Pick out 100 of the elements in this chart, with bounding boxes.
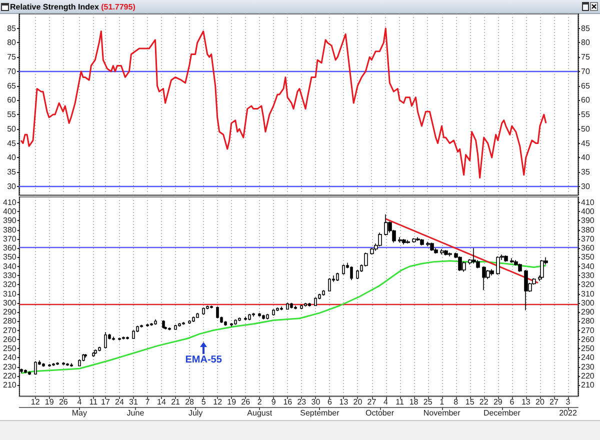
x-tick-label: 4: [77, 398, 82, 406]
x2-tick-label: 2022: [559, 408, 578, 418]
y-tick-label: 230: [2, 362, 17, 372]
y2-tick-label: 370: [581, 234, 595, 244]
y-tick-label: 60: [7, 96, 17, 105]
y-tick-label: 400: [2, 207, 17, 216]
y2-tick-label: 290: [581, 308, 595, 317]
x2-tick-label: May: [72, 408, 87, 418]
y2-tick-label: 340: [581, 262, 595, 271]
x2-tick-label: September: [300, 408, 340, 418]
y-tick-label: 65: [7, 81, 17, 90]
x-tick-label: 12: [213, 398, 223, 406]
x-tick-label: 27: [367, 398, 377, 406]
x-tick-label: 30: [311, 398, 321, 406]
y2-tick-label: 260: [581, 334, 595, 344]
x-tick-label: 8: [454, 398, 459, 406]
x2-tick-label: November: [423, 408, 461, 418]
x-tick-label: 19: [227, 398, 237, 406]
y-tick-label: 290: [2, 308, 17, 317]
y2-tick-label: 70: [581, 66, 590, 76]
y-tick-label: 390: [2, 216, 17, 226]
y-tick-label: 30: [7, 182, 17, 191]
y2-tick-label: 390: [581, 216, 595, 226]
x-tick-label: 13: [339, 398, 349, 406]
x2-tick-label: August: [247, 408, 273, 418]
y2-tick-label: 310: [581, 289, 595, 298]
x-tick-label: 6: [327, 398, 332, 406]
y2-tick-label: 240: [581, 353, 595, 362]
y2-tick-label: 30: [581, 182, 590, 191]
y-tick-label: 210: [2, 380, 17, 390]
x-tick-label: 26: [58, 398, 68, 406]
y-tick-label: 85: [7, 24, 17, 33]
x-tick-label: 2: [257, 398, 262, 406]
y-tick-label: 240: [2, 353, 17, 362]
y2-tick-label: 40: [581, 153, 590, 162]
x2-tick-label: December: [483, 408, 521, 418]
x-tick-label: 24: [115, 398, 124, 406]
y-tick-label: 70: [7, 66, 17, 76]
y-tick-label: 220: [2, 371, 17, 380]
x-tick-label: 16: [283, 398, 293, 406]
x-tick-label: 3: [566, 398, 571, 406]
x2-tick-label: June: [126, 408, 145, 418]
y-tick-label: 55: [7, 110, 17, 120]
x-tick-label: 26: [241, 398, 251, 406]
x-tick-label: 20: [536, 398, 545, 406]
y2-tick-label: 270: [581, 326, 595, 335]
y2-tick-label: 220: [581, 371, 595, 380]
x-tick-label: 18: [409, 398, 419, 406]
y2-tick-label: 45: [581, 138, 590, 148]
y-tick-label: 410: [2, 198, 17, 207]
y2-tick-label: 330: [581, 271, 595, 280]
x-tick-label: 29: [493, 398, 503, 406]
chart-subtitle: (51.7795): [101, 2, 136, 12]
x-tick-label: 19: [44, 398, 54, 406]
y-tick-label: 75: [7, 52, 17, 62]
x-tick-label: 9: [271, 398, 276, 406]
x-tick-label: 15: [465, 398, 475, 406]
x-tick-label: 31: [129, 398, 138, 406]
y2-tick-label: 410: [581, 198, 595, 207]
y2-tick-label: 360: [581, 244, 595, 253]
x-tick-label: 7: [145, 398, 150, 406]
x-tick-label: 11: [396, 398, 404, 406]
x-tick-label: 1: [440, 398, 445, 406]
y2-tick-label: 80: [581, 38, 590, 48]
y-tick-label: 310: [2, 289, 17, 298]
y-tick-label: 350: [2, 252, 17, 262]
y2-tick-label: 320: [581, 280, 595, 290]
x-tick-label: 20: [353, 398, 363, 406]
y-tick-label: 250: [2, 344, 17, 354]
chart-title: Relative Strength Index: [10, 2, 100, 12]
y2-tick-label: 380: [581, 225, 595, 234]
x-tick-label: 21: [171, 398, 181, 406]
y-tick-label: 300: [2, 298, 17, 308]
y2-tick-label: 75: [581, 52, 590, 62]
y-tick-label: 340: [2, 262, 17, 271]
y-tick-label: 360: [2, 244, 17, 253]
y-tick-label: 380: [2, 225, 17, 234]
x-tick-label: 28: [185, 398, 195, 406]
y-tick-label: 80: [7, 38, 17, 48]
y2-tick-label: 60: [581, 96, 590, 105]
y-tick-label: 370: [2, 234, 17, 244]
y-tick-label: 320: [2, 280, 17, 290]
x-tick-label: 11: [89, 398, 98, 406]
y2-tick-label: 250: [581, 344, 595, 354]
annotation: EMA-55: [185, 354, 222, 366]
x-tick-label: 25: [423, 398, 433, 406]
y2-tick-label: 50: [581, 124, 590, 134]
x-tick-label: 6: [510, 398, 515, 406]
y-tick-label: 45: [7, 138, 17, 148]
x-tick-label: 5: [201, 398, 206, 406]
y-tick-label: 40: [7, 153, 17, 162]
y2-tick-label: 35: [581, 168, 590, 177]
x-tick-label: 13: [521, 398, 531, 406]
y-tick-label: 270: [2, 326, 17, 335]
y2-tick-label: 350: [581, 252, 595, 262]
y-tick-label: 260: [2, 334, 17, 344]
x-tick-label: 23: [297, 398, 307, 406]
x-tick-label: 14: [157, 398, 167, 406]
y2-tick-label: 55: [581, 110, 590, 120]
y2-tick-label: 300: [581, 298, 595, 308]
